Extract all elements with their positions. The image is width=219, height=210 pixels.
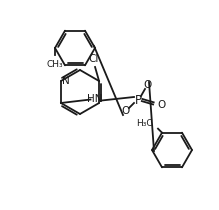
Text: CH₃: CH₃	[47, 60, 63, 69]
Text: O: O	[121, 106, 129, 116]
Text: HN: HN	[87, 94, 102, 105]
Text: O: O	[143, 80, 151, 90]
Text: P: P	[134, 93, 141, 106]
Text: N: N	[62, 76, 70, 86]
Text: O: O	[157, 100, 165, 110]
Text: H₃C: H₃C	[136, 119, 153, 128]
Text: Cl: Cl	[89, 54, 99, 64]
